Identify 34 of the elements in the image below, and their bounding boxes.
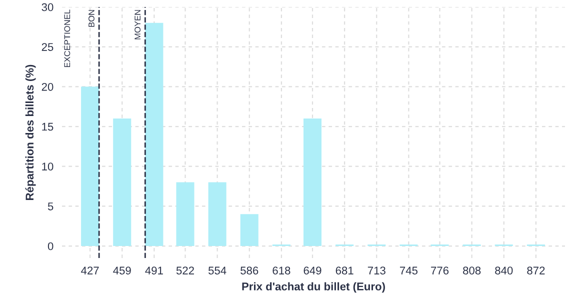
x-tick-label: 776	[431, 266, 449, 274]
x-tick-label: 491	[145, 266, 163, 274]
x-tick-label: 427	[81, 266, 99, 274]
y-tick-label: 25	[42, 43, 54, 51]
x-tick-label: 586	[240, 266, 258, 274]
x-tick-label: 554	[208, 266, 226, 274]
y-tick-label: 0	[48, 242, 54, 250]
bar	[81, 86, 100, 246]
bar	[176, 182, 194, 246]
bar	[303, 118, 322, 246]
bar	[113, 118, 132, 246]
x-tick-label: 808	[463, 266, 481, 274]
x-tick-label: 649	[304, 266, 322, 274]
x-tick-label: 681	[336, 266, 354, 274]
x-tick-label: 840	[495, 266, 513, 274]
x-axis-title: Prix d'achat du billet (Euro)	[242, 282, 385, 293]
bar	[240, 214, 258, 246]
bar	[145, 22, 164, 246]
x-tick-label: 618	[272, 266, 290, 274]
annotation: EXCEPTIONEL	[64, 10, 70, 68]
x-tick-label: 872	[527, 266, 545, 274]
y-tick-label: 30	[42, 3, 54, 12]
ref-line-label: MOYEN	[134, 10, 141, 40]
x-tick-label: 459	[113, 266, 131, 274]
y-axis-title: Répartition des billets (%)	[25, 64, 36, 200]
y-tick-label: 5	[48, 202, 54, 210]
bar	[208, 182, 226, 246]
x-tick-label: 522	[176, 266, 194, 274]
x-tick-label: 745	[400, 266, 418, 274]
y-tick-label: 10	[42, 162, 54, 170]
y-tick-label: 15	[42, 122, 54, 131]
y-tick-label: 20	[42, 82, 54, 91]
x-tick-label: 713	[368, 266, 386, 274]
ref-line-label: BON	[88, 10, 94, 27]
